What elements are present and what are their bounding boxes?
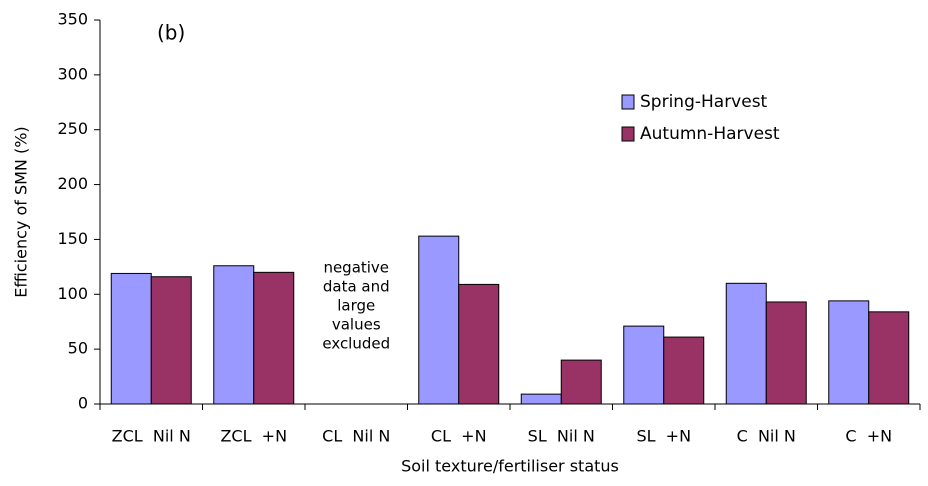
x-tick-label: ZCL +N bbox=[220, 427, 287, 446]
bar bbox=[725, 282, 767, 405]
x-tick-label: ZCL Nil N bbox=[112, 427, 191, 446]
bar bbox=[520, 393, 562, 405]
annotation: negative bbox=[323, 259, 389, 277]
bar bbox=[623, 325, 665, 405]
y-tick-label: 50 bbox=[68, 339, 88, 358]
annotation: excluded bbox=[322, 335, 390, 353]
legend-label: Spring-Harvest bbox=[640, 92, 768, 112]
x-tick-label: C +N bbox=[845, 427, 892, 446]
legend-label: Autumn-Harvest bbox=[640, 124, 780, 144]
y-tick-label: 0 bbox=[78, 394, 88, 413]
x-axis-label: Soil texture/fertiliser status bbox=[401, 457, 619, 476]
bar bbox=[560, 359, 602, 405]
legend-swatch bbox=[621, 126, 635, 142]
x-tick-label: C Nil N bbox=[737, 427, 796, 446]
annotation: large bbox=[337, 297, 375, 315]
annotation: values bbox=[332, 316, 381, 334]
bar bbox=[418, 235, 460, 405]
x-tick-label: SL +N bbox=[636, 427, 691, 446]
y-tick-label: 150 bbox=[57, 229, 88, 248]
bar bbox=[110, 272, 152, 405]
bar bbox=[150, 276, 192, 405]
bar bbox=[458, 283, 500, 405]
bar bbox=[213, 265, 255, 405]
y-tick-label: 100 bbox=[57, 284, 88, 303]
bar bbox=[765, 301, 807, 405]
bar bbox=[253, 271, 295, 405]
legend-swatch bbox=[621, 94, 635, 110]
bar bbox=[663, 336, 705, 405]
panel-label: (b) bbox=[157, 21, 185, 45]
x-tick-label: CL +N bbox=[431, 427, 487, 446]
y-tick-label: 250 bbox=[57, 119, 88, 138]
bar bbox=[828, 300, 870, 405]
x-tick-label: SL Nil N bbox=[528, 427, 595, 446]
y-tick-label: 300 bbox=[57, 64, 88, 83]
y-tick-label: 200 bbox=[57, 174, 88, 193]
x-tick-label: CL Nil N bbox=[322, 427, 390, 446]
y-axis-label: Efficiency of SMN (%) bbox=[12, 126, 31, 297]
y-tick-label: 350 bbox=[57, 10, 88, 29]
bar bbox=[868, 311, 910, 405]
annotation: data and bbox=[323, 278, 390, 296]
